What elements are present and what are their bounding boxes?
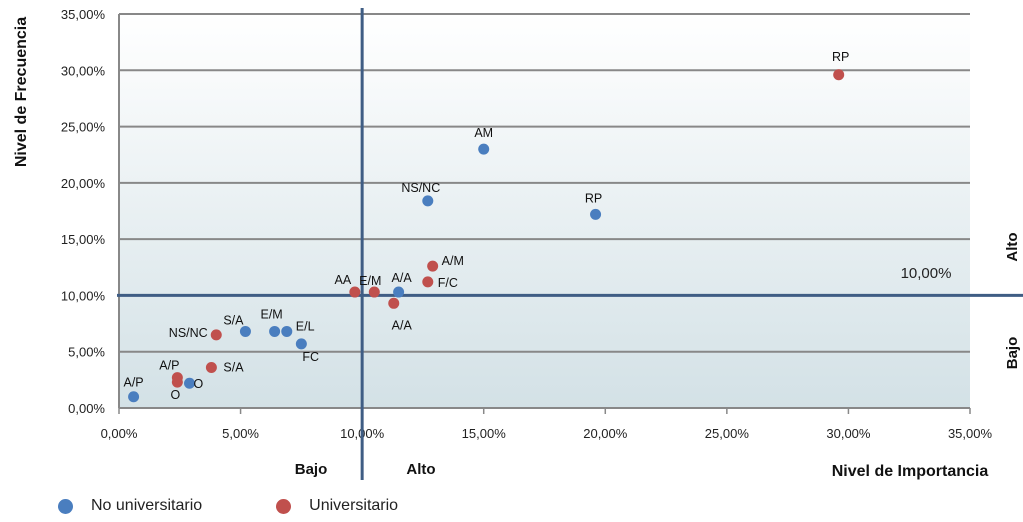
data-point [422,195,434,207]
y-tick-label: 25,00% [61,120,106,135]
x-zone-high-label: Alto [406,461,435,478]
point-label: S/A [223,360,244,374]
threshold-lines [117,8,1023,480]
data-point [590,208,602,220]
plot-area [119,14,970,408]
x-tick-label: 30,00% [826,426,871,441]
x-tick-labels: 0,00%5,00%10,00%15,00%20,00%25,00%30,00%… [101,426,993,441]
y-tick-label: 0,00% [68,401,105,416]
y-tick-label: 35,00% [61,7,106,22]
y-tick-label: 30,00% [61,63,106,78]
y-tick-label: 20,00% [61,176,106,191]
y-tick-label: 15,00% [61,232,106,247]
point-label: RP [832,50,849,64]
point-label: FC [302,350,319,364]
y-axis-title: Nivel de Frecuencia [13,17,30,167]
data-point [393,286,405,298]
x-tick-label: 25,00% [705,426,750,441]
point-label: F/C [438,276,458,290]
threshold-label: 10,00% [901,265,952,282]
x-axis-title: Nivel de Importancia [832,463,989,480]
data-point [171,376,183,388]
data-point [427,260,439,272]
y-zone-high-label: Alto [1004,232,1021,261]
y-tick-labels: 0,00% 5,00% 10,00% 15,00% 20,00% 25,00% 30,00%… [61,7,106,416]
point-label: S/A [223,313,244,327]
point-label: AM [474,126,493,140]
point-label: A/A [392,318,413,332]
x-tick-label: 35,00% [948,426,993,441]
data-point [833,69,845,81]
x-tick-label: 5,00% [222,426,259,441]
point-label: O [170,388,180,402]
point-label: NS/NC [401,181,440,195]
data-point [239,325,251,337]
data-point [422,276,434,288]
legend-swatch-blue [58,498,73,514]
data-point [210,329,222,341]
data-point [184,377,196,389]
x-tick-label: 0,00% [101,426,138,441]
legend: No universitario Universitario [58,497,398,515]
legend-swatch-red [276,498,292,514]
data-point [128,391,140,403]
point-label: E/M [260,307,282,321]
legend-item-no-universitario: No universitario [58,497,202,515]
data-point [269,325,281,337]
data-point [349,286,361,298]
y-tick-label: 10,00% [61,288,106,303]
point-labels: AM RP NS/NC A/A S/A E/M E/L FC O A/P RP A/M F/C A/A E/… [124,50,850,402]
data-points [128,69,845,403]
point-label: NS/NC [169,326,208,340]
legend-item-universitario: Universitario [276,497,398,515]
x-tick-label: 15,00% [462,426,507,441]
y-tick-label: 5,00% [68,345,105,360]
data-point [295,338,307,350]
x-tick-label: 20,00% [583,426,628,441]
point-label: RP [585,191,602,205]
data-point [205,361,217,373]
legend-label: No universitario [91,497,203,514]
point-label: A/M [442,254,464,268]
data-point [388,297,400,309]
data-point [478,143,490,155]
scatter-chart: 0,00% 5,00% 10,00% 15,00% 20,00% 25,00% 30,00%… [13,7,1023,480]
point-label: AA [335,273,352,287]
y-zone-low-label: Bajo [1004,337,1021,370]
point-label: A/A [392,271,413,285]
data-point [281,325,293,337]
legend-label: Universitario [309,497,399,514]
point-label: A/P [159,359,179,373]
x-zone-low-label: Bajo [295,461,328,478]
point-label: A/P [124,376,144,390]
point-label: E/M [359,274,381,288]
data-point [368,286,380,298]
point-label: O [194,377,204,391]
point-label: E/L [296,319,315,333]
